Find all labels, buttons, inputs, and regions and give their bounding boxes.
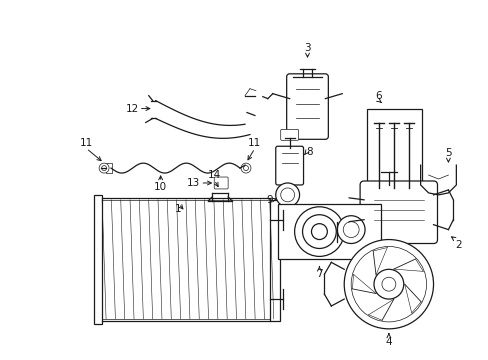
Text: 11: 11 xyxy=(248,138,261,148)
Bar xyxy=(269,200,279,321)
Bar xyxy=(277,204,380,260)
Text: 8: 8 xyxy=(306,147,312,157)
Text: 9: 9 xyxy=(265,195,272,205)
Circle shape xyxy=(280,188,294,202)
Circle shape xyxy=(294,207,344,256)
Text: 4: 4 xyxy=(385,337,391,347)
Circle shape xyxy=(350,247,426,322)
Circle shape xyxy=(311,224,326,239)
Circle shape xyxy=(99,163,109,173)
Circle shape xyxy=(344,239,433,329)
Text: 14: 14 xyxy=(207,170,221,180)
FancyBboxPatch shape xyxy=(286,74,327,139)
Bar xyxy=(94,195,102,324)
Circle shape xyxy=(241,163,250,173)
Bar xyxy=(366,109,421,198)
Text: 1: 1 xyxy=(175,204,182,214)
Circle shape xyxy=(373,269,403,299)
Text: 12: 12 xyxy=(125,104,139,113)
Circle shape xyxy=(243,166,248,171)
Text: 7: 7 xyxy=(315,269,322,279)
Circle shape xyxy=(102,166,106,171)
Circle shape xyxy=(275,183,299,207)
Text: 11: 11 xyxy=(80,138,93,148)
Text: 2: 2 xyxy=(454,239,461,249)
Circle shape xyxy=(302,215,336,248)
Text: 5: 5 xyxy=(444,148,451,158)
FancyBboxPatch shape xyxy=(280,129,298,140)
Circle shape xyxy=(343,222,358,238)
Text: 6: 6 xyxy=(375,91,382,100)
Bar xyxy=(106,163,112,173)
FancyBboxPatch shape xyxy=(214,177,228,189)
Circle shape xyxy=(381,277,395,291)
FancyBboxPatch shape xyxy=(275,146,303,185)
FancyBboxPatch shape xyxy=(359,181,437,243)
Text: 13: 13 xyxy=(187,178,200,188)
Text: 3: 3 xyxy=(304,43,310,53)
Circle shape xyxy=(337,216,365,243)
Text: 10: 10 xyxy=(154,182,167,192)
